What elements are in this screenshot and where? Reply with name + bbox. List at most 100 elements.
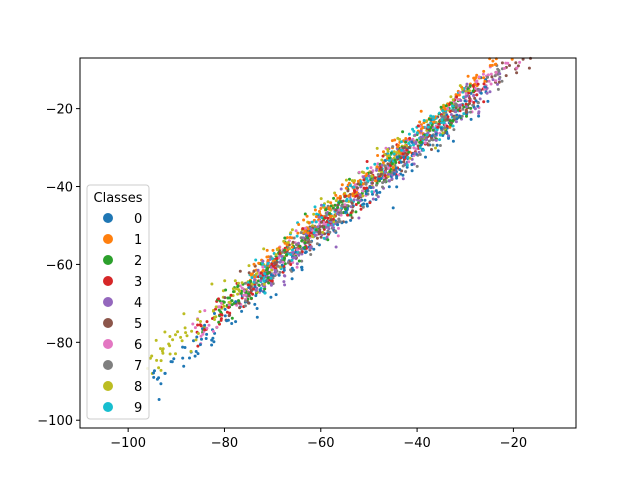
scatter-point-class-5 — [237, 301, 241, 305]
scatter-point-class-3 — [270, 279, 274, 283]
legend-marker-class-8 — [103, 381, 113, 391]
scatter-point-class-0 — [205, 332, 209, 336]
scatter-point-class-5 — [454, 106, 458, 110]
scatter-point-class-7 — [371, 178, 375, 182]
scatter-point-class-4 — [390, 177, 394, 181]
scatter-point-class-5 — [291, 240, 295, 244]
legend-marker-class-1 — [103, 234, 113, 244]
scatter-point-class-0 — [445, 131, 449, 135]
scatter-point-class-6 — [281, 260, 285, 264]
scatter-point-class-9 — [438, 138, 442, 142]
scatter-point-class-0 — [476, 104, 480, 108]
scatter-point-class-2 — [303, 246, 307, 249]
scatter-point-class-3 — [196, 344, 200, 348]
scatter-point-class-8 — [196, 332, 200, 335]
scatter-point-class-0 — [377, 177, 381, 181]
scatter-point-class-2 — [393, 158, 397, 162]
scatter-point-class-1 — [382, 150, 385, 154]
scatter-point-class-1 — [306, 231, 310, 235]
legend-label-class-5: 5 — [134, 317, 142, 332]
scatter-point-class-0 — [300, 268, 304, 272]
scatter-point-class-2 — [283, 262, 287, 266]
scatter-point-class-1 — [491, 59, 495, 63]
scatter-point-class-0 — [157, 398, 161, 401]
scatter-point-class-8 — [362, 171, 366, 175]
scatter-point-class-9 — [462, 112, 466, 116]
scatter-point-class-1 — [327, 206, 331, 210]
scatter-point-class-4 — [330, 223, 334, 227]
scatter-point-class-9 — [365, 177, 369, 180]
scatter-point-class-8 — [332, 215, 336, 219]
scatter-point-class-0 — [410, 140, 414, 144]
scatter-point-class-5 — [321, 224, 324, 228]
scatter-point-class-4 — [421, 135, 425, 139]
scatter-point-class-8 — [159, 368, 163, 372]
scatter-point-class-9 — [322, 203, 326, 207]
scatter-point-class-4 — [320, 203, 323, 207]
scatter-point-class-1 — [319, 207, 323, 210]
legend-marker-class-9 — [103, 402, 113, 412]
scatter-point-class-3 — [408, 136, 412, 140]
scatter-point-class-3 — [437, 122, 441, 126]
scatter-point-class-6 — [503, 66, 506, 70]
scatter-point-class-9 — [415, 131, 419, 135]
scatter-point-class-3 — [401, 152, 405, 156]
scatter-point-class-4 — [269, 283, 273, 287]
scatter-point-class-7 — [361, 205, 365, 209]
scatter-point-class-4 — [283, 283, 287, 287]
scatter-point-class-9 — [261, 261, 265, 265]
scatter-point-class-5 — [384, 176, 388, 180]
scatter-point-class-1 — [253, 275, 257, 279]
scatter-point-class-9 — [451, 124, 455, 128]
scatter-point-class-8 — [468, 89, 471, 93]
scatter-point-class-7 — [255, 281, 258, 285]
scatter-point-class-3 — [349, 211, 353, 215]
scatter-point-class-3 — [354, 203, 358, 206]
scatter-point-class-6 — [303, 226, 307, 230]
scatter-point-class-1 — [329, 201, 333, 205]
scatter-point-class-3 — [362, 186, 366, 190]
scatter-point-class-4 — [384, 170, 387, 174]
scatter-point-class-0 — [304, 250, 308, 254]
scatter-point-class-6 — [518, 60, 522, 64]
scatter-point-class-1 — [271, 248, 275, 252]
scatter-point-class-4 — [280, 255, 284, 258]
scatter-point-class-2 — [390, 162, 394, 166]
scatter-point-class-0 — [336, 223, 340, 227]
scatter-point-class-0 — [394, 166, 398, 170]
scatter-point-class-5 — [318, 228, 322, 232]
scatter-point-class-5 — [464, 110, 468, 114]
scatter-point-class-3 — [343, 194, 347, 198]
scatter-point-class-8 — [180, 339, 184, 343]
scatter-point-class-0 — [259, 289, 262, 293]
scatter-point-class-2 — [356, 201, 360, 205]
scatter-point-class-5 — [515, 71, 519, 75]
scatter-point-class-4 — [362, 175, 366, 179]
scatter-point-class-0 — [182, 364, 186, 368]
scatter-point-class-6 — [489, 72, 493, 76]
scatter-point-class-0 — [194, 350, 198, 353]
scatter-point-class-4 — [274, 268, 277, 272]
scatter-point-class-0 — [181, 345, 185, 349]
scatter-point-class-8 — [380, 170, 384, 174]
scatter-point-class-5 — [334, 208, 338, 212]
scatter-point-class-7 — [455, 103, 459, 107]
scatter-point-class-4 — [464, 95, 468, 99]
scatter-point-class-0 — [247, 286, 251, 289]
scatter-point-class-8 — [380, 158, 384, 162]
scatter-point-class-1 — [307, 227, 310, 231]
scatter-point-class-9 — [405, 163, 409, 167]
x-tick-label: −60 — [307, 436, 334, 451]
scatter-point-class-2 — [230, 303, 234, 307]
scatter-point-class-6 — [191, 322, 195, 326]
scatter-point-class-0 — [349, 218, 353, 222]
scatter-point-class-8 — [183, 326, 187, 330]
scatter-point-class-4 — [367, 174, 371, 178]
scatter-point-class-2 — [336, 206, 340, 209]
scatter-point-class-8 — [234, 287, 238, 291]
scatter-point-class-9 — [312, 231, 316, 235]
scatter-point-class-7 — [333, 229, 337, 233]
scatter-point-class-8 — [176, 330, 180, 334]
scatter-point-class-7 — [300, 259, 304, 263]
scatter-point-class-2 — [448, 119, 452, 123]
